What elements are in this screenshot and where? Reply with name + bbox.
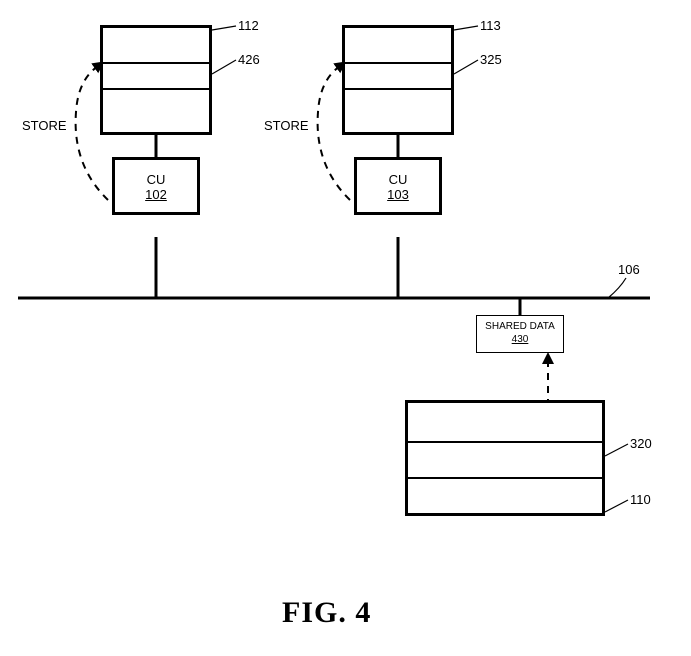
lead-426 [212, 60, 236, 74]
lead-106 [608, 278, 626, 298]
lead-110 [605, 500, 628, 512]
right-stack-row2 [345, 88, 451, 90]
left-cu-box: CU 102 [112, 157, 200, 215]
left-stack-row2 [103, 88, 209, 90]
right-stack-row1 [345, 62, 451, 64]
store-label-right: STORE [264, 118, 309, 133]
lead-325 [454, 60, 478, 74]
shared-data-num: 430 [512, 334, 529, 345]
right-cu-box: CU 103 [354, 157, 442, 215]
left-cu-label-wrap: CU 102 [115, 172, 197, 202]
lead-320 [605, 444, 628, 456]
bottom-stack-row2 [408, 477, 602, 479]
left-stack-row1 [103, 62, 209, 64]
ref-106: 106 [618, 262, 640, 277]
figure-canvas: CU 102 CU 103 SHARED DATA 430 112 426 11… [0, 0, 691, 656]
ref-325: 325 [480, 52, 502, 67]
right-cu-label: CU [389, 172, 408, 187]
left-stack-box [100, 25, 212, 135]
store-label-left: STORE [22, 118, 67, 133]
left-cu-label: CU [147, 172, 166, 187]
lead-113 [454, 26, 478, 30]
lead-112 [212, 26, 236, 30]
bottom-stack-row1 [408, 441, 602, 443]
right-stack-box [342, 25, 454, 135]
ref-320: 320 [630, 436, 652, 451]
right-cu-label-wrap: CU 103 [357, 172, 439, 202]
ref-112: 112 [238, 18, 259, 33]
right-cu-num: 103 [387, 187, 409, 202]
shared-data-box: SHARED DATA 430 [476, 315, 564, 353]
figure-title: FIG. 4 [282, 596, 371, 630]
bottom-stack-box [405, 400, 605, 516]
shared-data-label: SHARED DATA [485, 321, 555, 332]
ref-110: 110 [630, 492, 651, 507]
left-cu-num: 102 [145, 187, 167, 202]
ref-426: 426 [238, 52, 260, 67]
ref-113: 113 [480, 18, 501, 33]
